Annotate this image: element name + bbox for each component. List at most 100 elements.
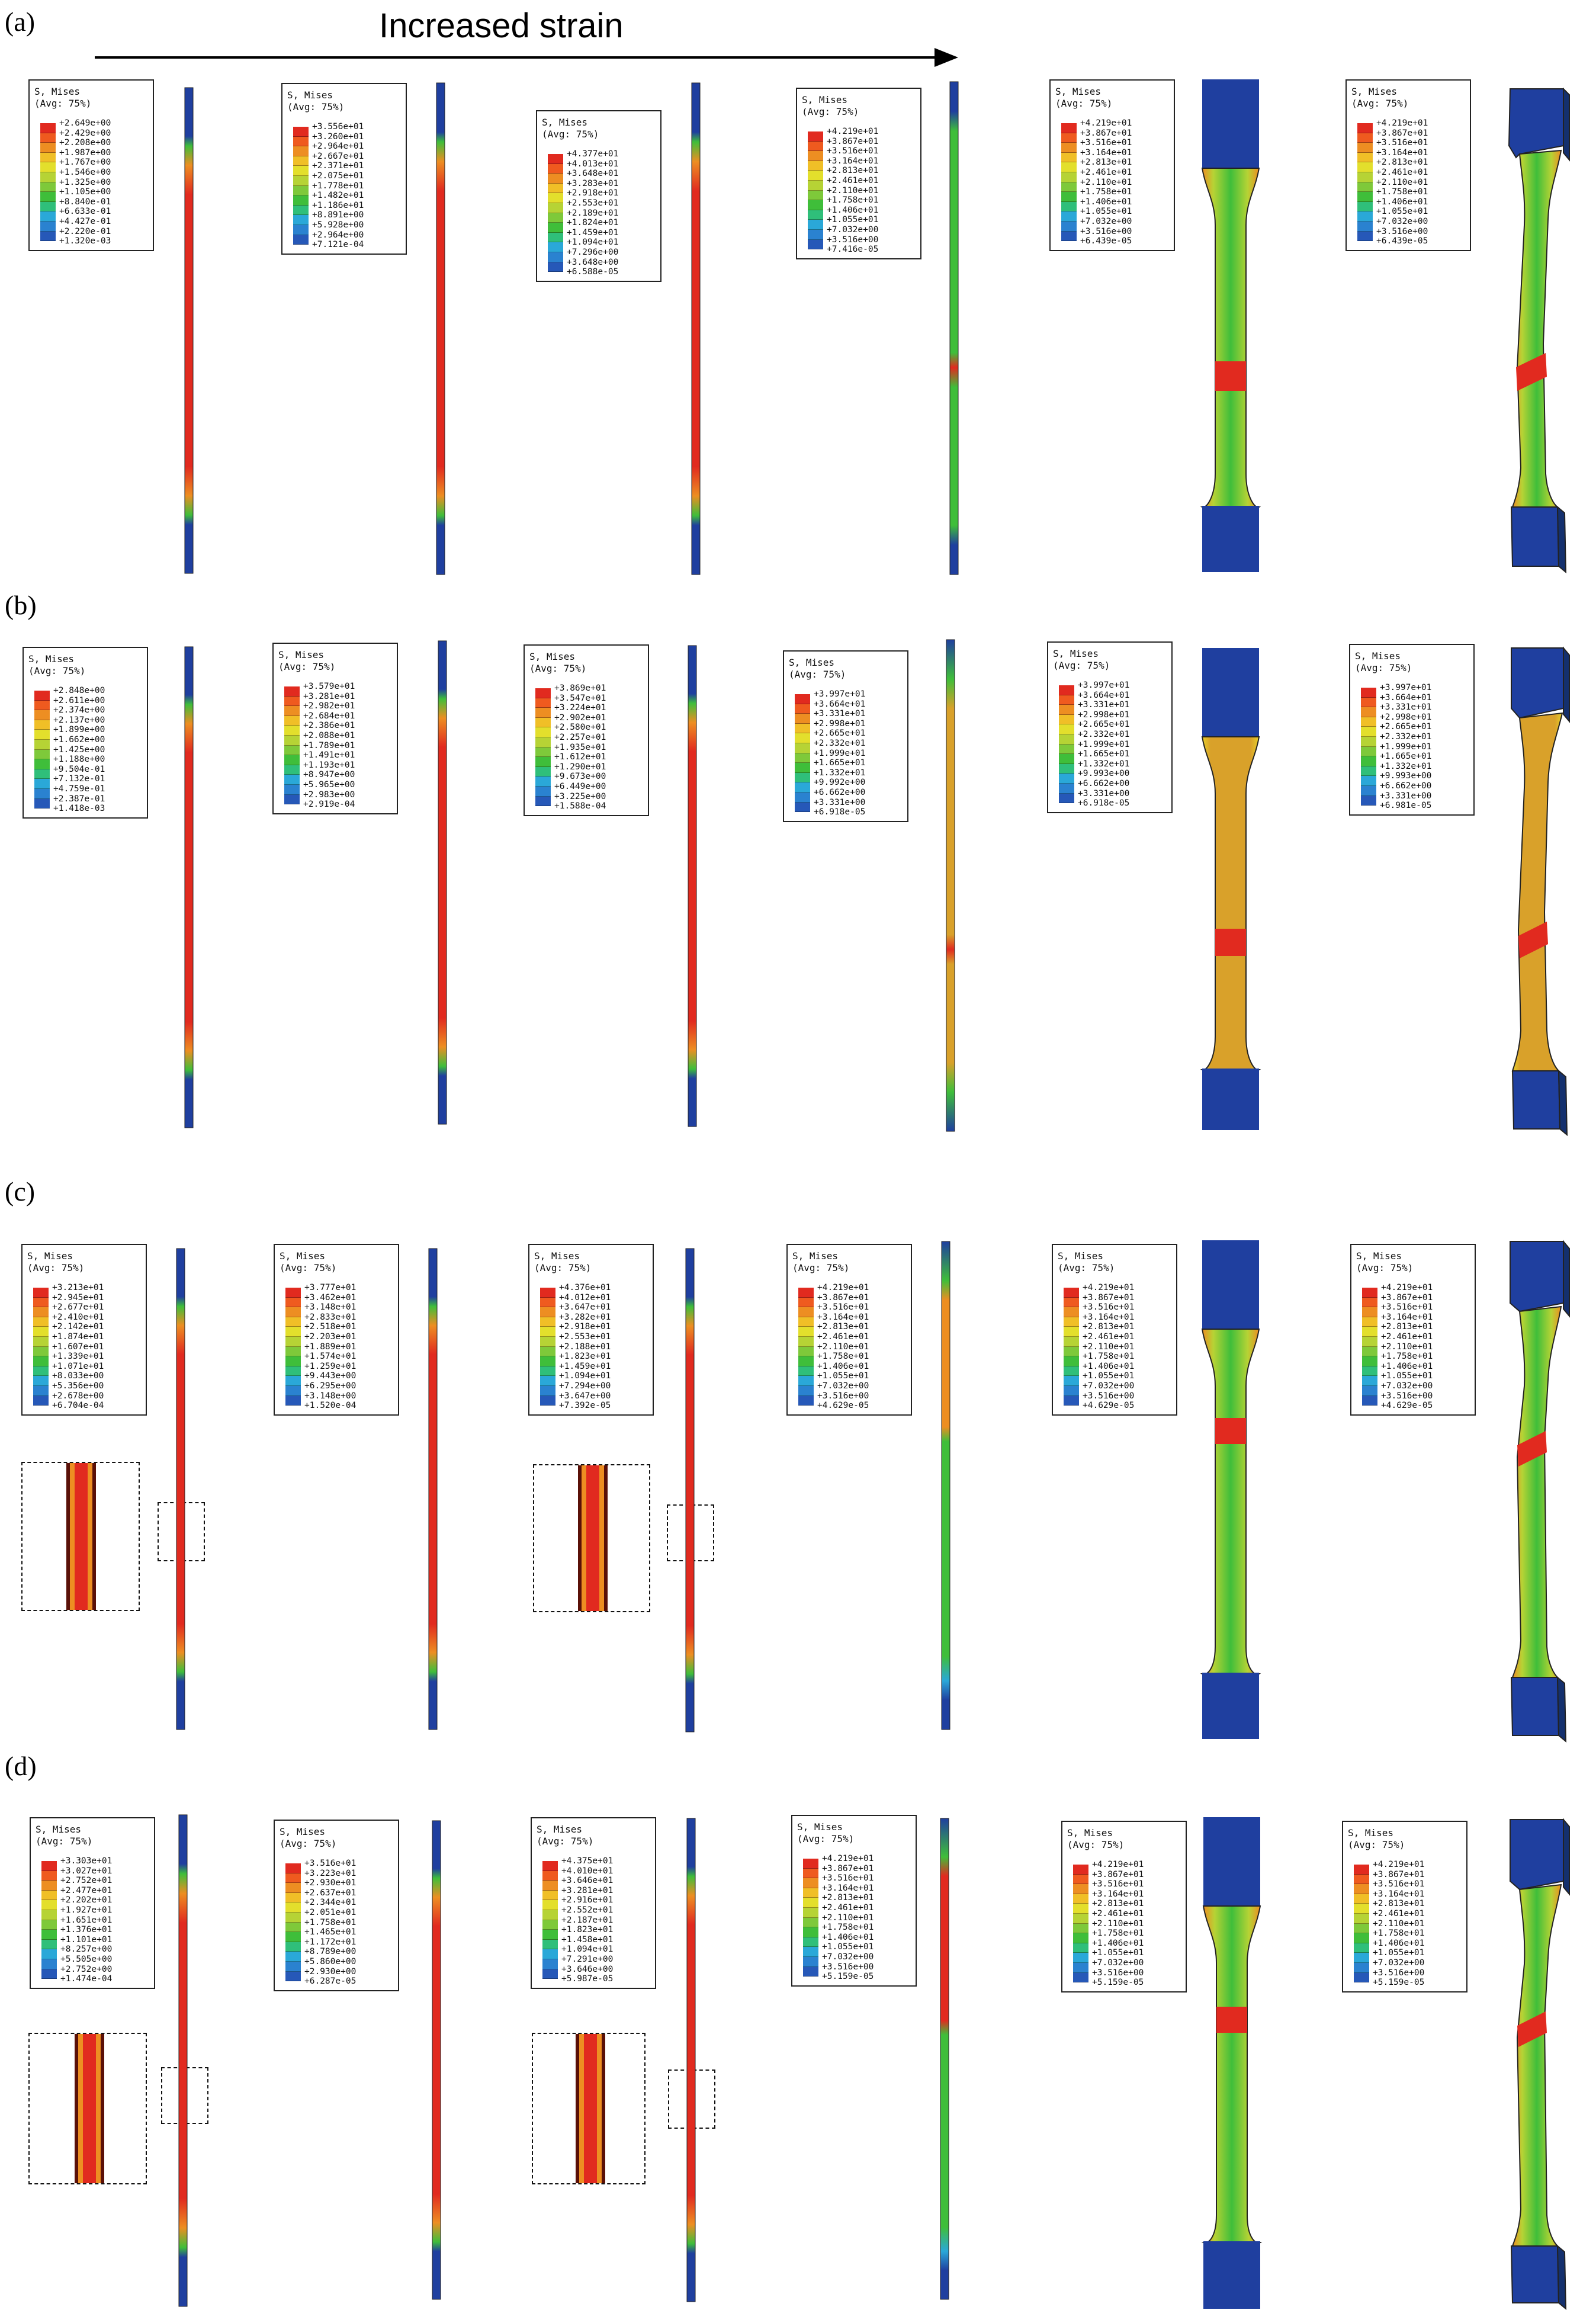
legend-swatch [1073,1923,1088,1934]
legend-value: +7.032e+00 [1381,1381,1433,1391]
legend-value: +2.110e+01 [822,1913,874,1923]
legend-value: +3.777e+01 [304,1283,357,1292]
legend-value: +3.647e+00 [559,1391,611,1401]
legend-swatch [542,1890,558,1901]
legend-value: +3.516e+00 [822,1962,874,1972]
legend-swatch [795,753,810,763]
legend-value: +2.998e+01 [814,718,866,729]
legend-swatch [293,195,309,206]
legend-value: +3.556e+01 [312,122,364,131]
legend-swatch [284,696,300,707]
legend-swatch [40,123,56,133]
legend-value: +1.612e+01 [554,752,606,762]
legend-value: +2.088e+01 [303,731,355,740]
legend-value: +2.110e+01 [1083,1342,1135,1352]
legend-header-avg: (Avg: 75%) [1356,1262,1414,1273]
legend-value: +2.848e+00 [53,686,105,695]
legend-swatch [798,1307,814,1317]
legend-value: +1.899e+00 [53,725,105,735]
legend-swatch [1361,786,1376,796]
strain-arrow-icon [95,48,958,67]
legend-swatch [285,1346,301,1357]
legend-value: +6.633e-01 [59,207,111,217]
legend-swatch [40,222,56,232]
legend-value: +1.105e+00 [59,187,111,197]
legend-swatch [1073,1963,1088,1973]
legend-swatch [293,176,309,186]
legend-swatch [41,1969,57,1979]
legend-swatch [1357,182,1373,192]
legend-swatch [1064,1346,1079,1357]
legend-swatch [808,220,823,230]
specimen-rod [685,1248,695,1732]
legend-swatch [40,211,56,222]
legend-swatch [1354,1914,1369,1924]
legend-swatch [535,747,551,758]
legend-header-avg: (Avg: 75%) [1067,1839,1125,1850]
legend-value: +2.580e+01 [554,723,606,733]
legend-value: +4.427e-01 [59,217,111,226]
dogbone-specimen-isometric [1511,646,1570,1137]
legend-swatch [285,1962,301,1972]
legend-value: +2.461e+01 [1381,1332,1433,1342]
legend-swatch [1361,707,1376,717]
legend-value: +3.282e+01 [559,1312,611,1322]
legend-swatch [33,1356,49,1366]
legend-header-name: S, Mises [280,1250,326,1262]
legend-swatch [1354,1884,1369,1894]
legend-swatch [34,730,50,740]
legend-value: +1.055e+01 [1376,207,1428,217]
legend-swatch [41,1890,57,1901]
legend-swatch [40,192,56,202]
legend-swatch [284,736,300,746]
legend-swatch [285,1932,301,1942]
legend-value: +5.860e+00 [304,1957,357,1966]
legend-value: +1.491e+01 [303,750,355,761]
legend-value: +3.579e+01 [303,682,355,691]
legend-value: +3.867e+01 [1083,1292,1135,1302]
legend-value: +1.406e+01 [1381,1361,1433,1371]
legend-value: +1.758e+01 [827,195,879,206]
legend-swatch [540,1395,555,1406]
legend-swatch [1073,1874,1088,1885]
mises-legend: S, Mises (Avg: 75%) +2.848e+00 +2.611e+00 +2… [23,647,148,819]
legend-value: +6.287e-05 [304,1977,357,1987]
legend-swatch [41,1881,57,1891]
legend-value: +2.665e+01 [1078,720,1130,730]
legend-header-name: S, Mises [802,94,848,105]
legend-swatch [542,1969,558,1979]
legend-value: +2.110e+01 [817,1342,869,1352]
legend-value: +3.164e+01 [827,156,879,166]
legend-swatch [293,215,309,225]
legend-swatch [1362,1346,1377,1357]
legend-swatch [808,181,823,191]
legend-value: +1.332e+01 [1078,759,1130,769]
legend-header-avg: (Avg: 75%) [1351,98,1409,109]
legend-value: +2.684e+01 [303,711,355,721]
legend-value: +7.032e+00 [827,225,879,235]
legend-value: +3.164e+01 [1083,1312,1135,1322]
legend-swatch [1061,162,1077,172]
legend-value: +1.094e+01 [561,1945,614,1955]
specimen-rod [688,645,697,1127]
legend-value: +2.220e-01 [59,226,111,236]
legend-value: +1.874e+01 [52,1332,104,1342]
legend-swatch [284,794,300,805]
legend-swatch [542,1959,558,1969]
legend-value: +9.993e+00 [1078,769,1130,779]
legend-swatch [1064,1297,1079,1308]
legend-value: +1.332e+01 [814,768,866,778]
legend-swatch [808,141,823,152]
legend-value: +1.758e+01 [1381,1352,1433,1362]
legend-swatch [285,1317,301,1327]
legend-value: +2.461e+01 [1092,1909,1144,1918]
legend-value: +3.148e+01 [304,1302,357,1313]
legend-value: +2.410e+01 [52,1312,104,1322]
legend-value: +6.449e+00 [554,782,606,791]
legend-value: +2.332e+01 [814,739,866,748]
legend-value: +2.110e+01 [1376,177,1428,187]
legend-value: +4.219e+01 [1376,118,1428,128]
legend-swatch [34,789,50,799]
legend-value: +1.055e+01 [1083,1371,1135,1381]
legend-swatch [542,1870,558,1881]
